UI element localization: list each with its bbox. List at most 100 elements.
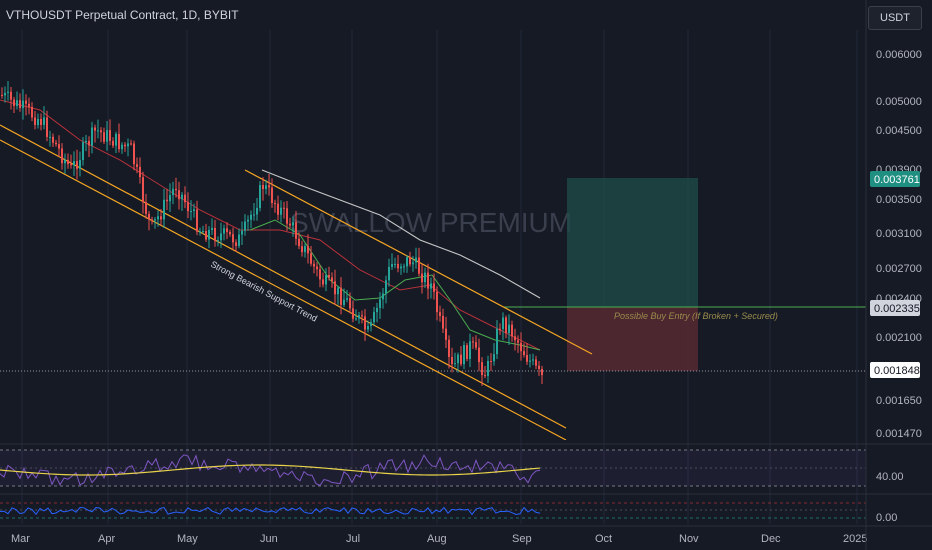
- candle-body: [202, 230, 204, 232]
- candle-body: [454, 363, 456, 365]
- candle-body: [94, 127, 96, 131]
- candle-body: [433, 283, 435, 292]
- x-tick-label: Jun: [260, 533, 278, 545]
- candle-body: [148, 213, 150, 220]
- candle-body: [295, 222, 297, 239]
- candle-body: [124, 144, 126, 147]
- y-tick-label: 0.003500: [876, 194, 922, 206]
- candle-body: [502, 317, 504, 330]
- stop-loss-zone: [567, 307, 698, 371]
- candle-body: [511, 324, 513, 337]
- x-tick-label: Oct: [595, 533, 612, 545]
- candle-body: [166, 199, 168, 202]
- entry-price-bg: [870, 300, 920, 316]
- candle-body: [103, 132, 105, 142]
- candle-body: [514, 336, 516, 341]
- currency-button[interactable]: USDT: [868, 6, 922, 30]
- candle-body: [442, 315, 444, 329]
- candle-body: [520, 342, 522, 352]
- current-price-text: 0.001848: [874, 365, 920, 377]
- candle-body: [307, 246, 309, 254]
- candle-body: [367, 326, 369, 330]
- candle-body: [352, 308, 354, 319]
- candle-body: [250, 214, 252, 220]
- candle-body: [424, 272, 426, 283]
- candle-body: [157, 216, 159, 220]
- x-tick-label: Aug: [427, 533, 447, 545]
- candle-body: [394, 263, 396, 265]
- candle-body: [448, 339, 450, 357]
- osc-tick-label: 0.00: [876, 512, 897, 524]
- long-position-tool[interactable]: [567, 178, 698, 371]
- channel-lower-line-2[interactable]: [0, 139, 567, 440]
- candle-body: [196, 209, 198, 232]
- rsi-pane[interactable]: 40.00: [0, 443, 932, 487]
- support-label: Strong Bearish Support Trend: [209, 259, 319, 324]
- chart-title: VTHOUSDT Perpetual Contract, 1D, BYBIT: [6, 8, 239, 22]
- candle-body: [79, 160, 81, 169]
- candle-body: [421, 273, 423, 283]
- candle-body: [25, 100, 27, 104]
- candle-body: [214, 227, 216, 241]
- x-tick-label: Sep: [512, 533, 532, 545]
- candle-body: [145, 202, 147, 214]
- candle-body: [34, 117, 36, 125]
- candle-body: [493, 354, 495, 362]
- candle-body: [193, 209, 195, 211]
- channel-lower-line[interactable]: [0, 124, 567, 429]
- candle-body: [127, 143, 129, 147]
- candle-body: [475, 342, 477, 348]
- candle-body: [130, 143, 132, 145]
- candle-body: [430, 283, 432, 289]
- candle-body: [460, 354, 462, 365]
- candle-body: [169, 195, 171, 202]
- candle-body: [397, 263, 399, 269]
- candle-body: [10, 91, 12, 100]
- target-price-text: 0.003761: [874, 174, 920, 186]
- candle-body: [265, 185, 267, 190]
- candle-body: [13, 99, 15, 106]
- candle-body: [304, 246, 306, 253]
- candle-body: [67, 159, 69, 165]
- candle-body: [322, 279, 324, 285]
- candle-body: [208, 230, 210, 240]
- candle-body: [499, 328, 501, 330]
- candle-body: [382, 293, 384, 300]
- candle-body: [445, 328, 447, 340]
- candle-body: [403, 266, 405, 268]
- candle-body: [301, 246, 303, 253]
- candle-body: [253, 214, 255, 216]
- candle-body: [469, 341, 471, 359]
- candle-body: [541, 368, 543, 376]
- candle-body: [40, 118, 42, 125]
- oscillator-pane[interactable]: 0.00: [0, 493, 932, 524]
- candle-body: [19, 100, 21, 108]
- candles[interactable]: [1, 81, 543, 386]
- candle-body: [280, 207, 282, 215]
- candle-body: [412, 262, 414, 265]
- candle-body: [163, 199, 165, 220]
- candle-body: [292, 222, 294, 226]
- oscillator-line: [0, 506, 541, 516]
- y-tick-label: 0.001470: [876, 428, 922, 440]
- channel[interactable]: [0, 124, 593, 440]
- candle-body: [211, 227, 213, 231]
- candle-body: [274, 203, 276, 205]
- candle-body: [187, 202, 189, 212]
- candle-body: [229, 232, 231, 235]
- candle-body: [268, 185, 270, 188]
- x-tick-label: Nov: [679, 533, 699, 545]
- candle-body: [259, 185, 261, 209]
- candle-body: [37, 118, 39, 125]
- candle-body: [535, 359, 537, 366]
- candle-body: [484, 375, 486, 377]
- candle-body: [175, 188, 177, 191]
- candle-body: [70, 164, 72, 166]
- candle-body: [289, 223, 291, 226]
- candle-body: [43, 117, 45, 125]
- y-tick-label: 0.006000: [876, 49, 922, 61]
- x-tick-label: Apr: [98, 533, 115, 545]
- candle-body: [49, 136, 51, 138]
- candle-body: [88, 140, 90, 146]
